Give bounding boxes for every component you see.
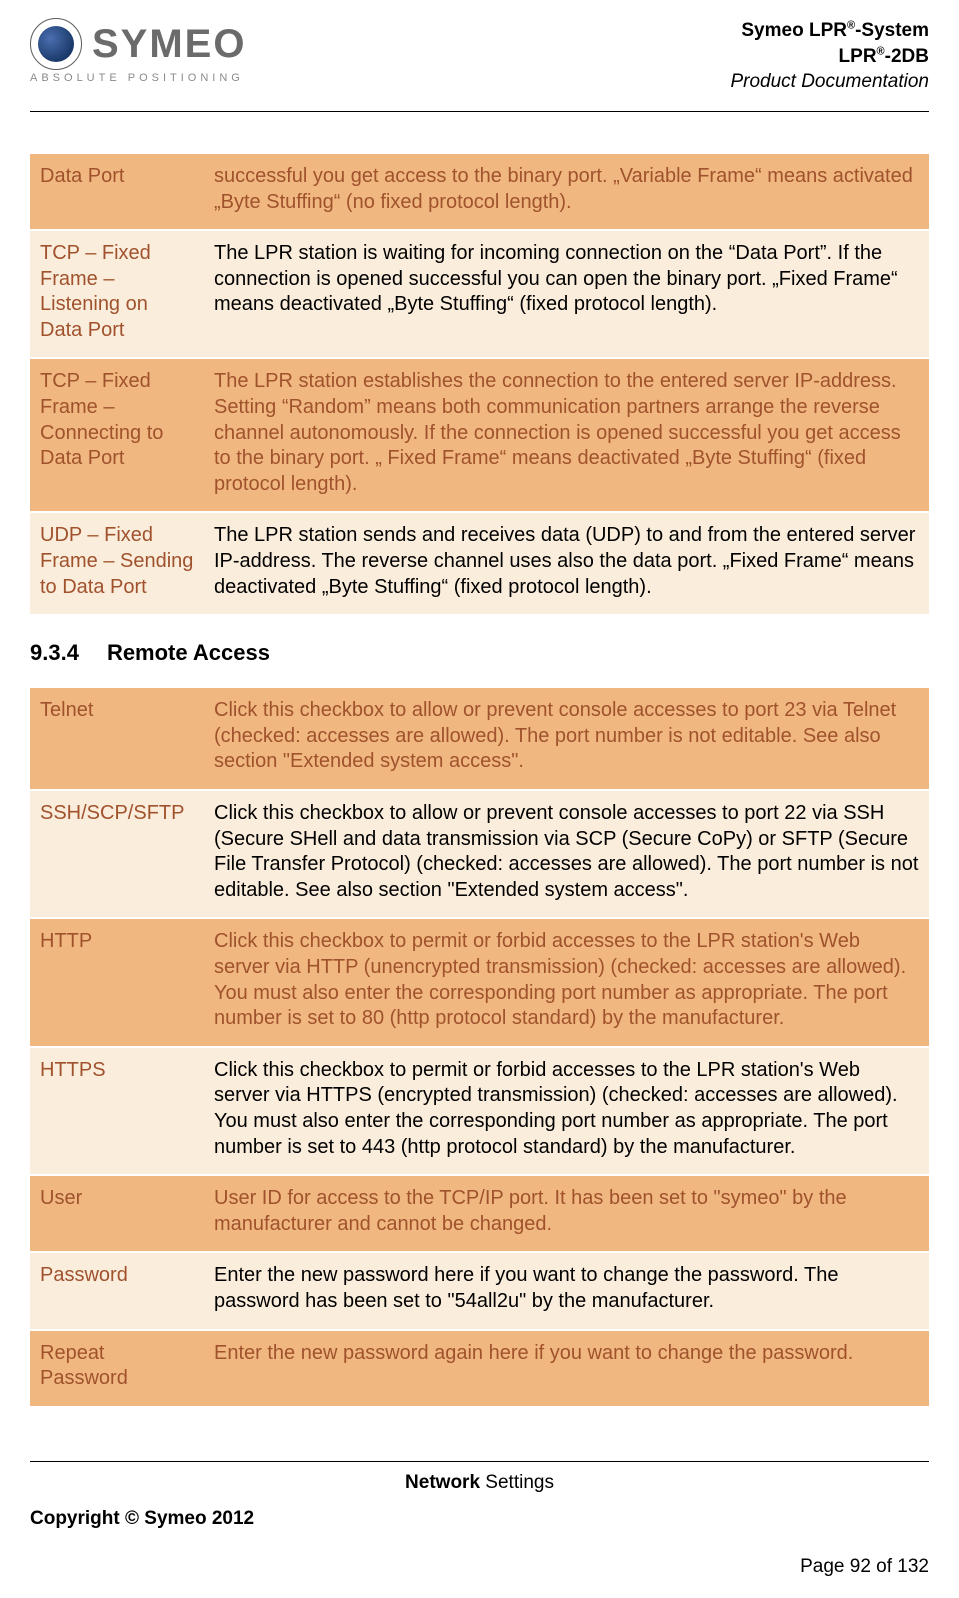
row-label: Telnet (30, 687, 204, 790)
row-description: The LPR station sends and receives data … (204, 512, 929, 614)
table-row: HTTPClick this checkbox to permit or for… (30, 918, 929, 1046)
table-row: Repeat PasswordEnter the new password ag… (30, 1330, 929, 1406)
logo-text: SYMEO (92, 22, 246, 67)
header-line1b: -System (855, 20, 929, 41)
header-line2a: LPR (839, 46, 877, 67)
reg-mark-1: ® (847, 20, 855, 32)
remote-access-table: TelnetClick this checkbox to allow or pr… (30, 686, 929, 1405)
table-row: TCP – Fixed Frame – Listening on Data Po… (30, 230, 929, 358)
row-label: Data Port (30, 153, 204, 230)
row-description: The LPR station establishes the connecti… (204, 358, 929, 512)
row-description: Enter the new password again here if you… (204, 1330, 929, 1406)
table-row: HTTPSClick this checkbox to permit or fo… (30, 1047, 929, 1175)
header-line1a: Symeo LPR (741, 20, 847, 41)
header-line3: Product Documentation (730, 69, 929, 95)
header-rule (30, 111, 929, 112)
row-description: Enter the new password here if you want … (204, 1252, 929, 1329)
footer-center-bold: Network (405, 1472, 480, 1493)
row-label: TCP – Fixed Frame – Listening on Data Po… (30, 230, 204, 358)
copyright: Copyright © Symeo 2012 (30, 1508, 254, 1530)
table-row: SSH/SCP/SFTPClick this checkbox to allow… (30, 790, 929, 918)
row-description: successful you get access to the binary … (204, 153, 929, 230)
row-label: UDP – Fixed Frame – Sending to Data Port (30, 512, 204, 614)
section-heading: 9.3.4 Remote Access (30, 640, 929, 666)
table-row: UDP – Fixed Frame – Sending to Data Port… (30, 512, 929, 614)
row-description: Click this checkbox to permit or forbid … (204, 1047, 929, 1175)
page-header: SYMEO ABSOLUTE POSITIONING Symeo LPR®-Sy… (30, 18, 929, 105)
row-description: User ID for access to the TCP/IP port. I… (204, 1175, 929, 1252)
page-number: Page 92 of 132 (30, 1556, 929, 1578)
footer-row: Copyright © Symeo 2012 (30, 1508, 929, 1530)
header-right: Symeo LPR®-System LPR®-2DB Product Docum… (730, 18, 929, 95)
row-description: The LPR station is waiting for incoming … (204, 230, 929, 358)
logo-subtitle: ABSOLUTE POSITIONING (30, 72, 244, 84)
logo-icon (30, 18, 82, 70)
row-label: Password (30, 1252, 204, 1329)
footer-center: Network Settings (30, 1472, 929, 1494)
protocol-table: Data Portsuccessful you get access to th… (30, 152, 929, 614)
row-label: Repeat Password (30, 1330, 204, 1406)
reg-mark-2: ® (877, 45, 885, 57)
table-row: TCP – Fixed Frame – Connecting to Data P… (30, 358, 929, 512)
table-row: PasswordEnter the new password here if y… (30, 1252, 929, 1329)
logo-block: SYMEO ABSOLUTE POSITIONING (30, 18, 246, 84)
row-description: Click this checkbox to allow or prevent … (204, 790, 929, 918)
section-number: 9.3.4 (30, 640, 79, 665)
row-label: HTTP (30, 918, 204, 1046)
row-label: SSH/SCP/SFTP (30, 790, 204, 918)
table-row: Data Portsuccessful you get access to th… (30, 153, 929, 230)
footer-center-rest: Settings (480, 1472, 554, 1493)
header-line2b: -2DB (885, 46, 929, 67)
section-title: Remote Access (107, 640, 270, 665)
table-row: TelnetClick this checkbox to allow or pr… (30, 687, 929, 790)
row-label: TCP – Fixed Frame – Connecting to Data P… (30, 358, 204, 512)
table-row: UserUser ID for access to the TCP/IP por… (30, 1175, 929, 1252)
row-label: User (30, 1175, 204, 1252)
footer-rule (30, 1461, 929, 1462)
row-label: HTTPS (30, 1047, 204, 1175)
row-description: Click this checkbox to permit or forbid … (204, 918, 929, 1046)
row-description: Click this checkbox to allow or prevent … (204, 687, 929, 790)
